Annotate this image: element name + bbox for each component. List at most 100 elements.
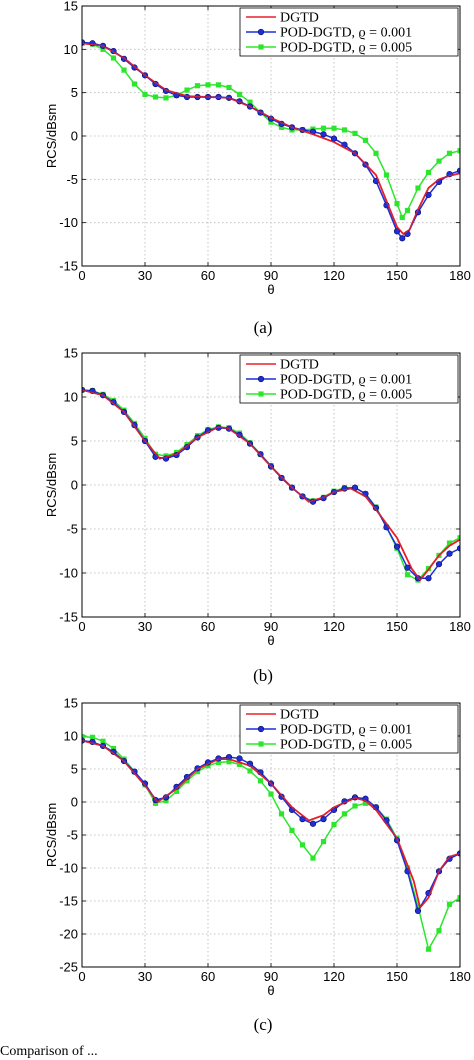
x-tick-label: 60 — [201, 619, 215, 634]
y-tick-label: 10 — [64, 729, 78, 744]
data-point-square — [215, 82, 222, 88]
data-point-square — [404, 865, 411, 871]
data-point-square — [341, 811, 348, 817]
chart-panel-b: 0 30 60 90 120 150 180-15-10-5051015DGTDPOD-DG… — [44, 346, 471, 686]
x-tick-label: 90 — [264, 969, 278, 984]
data-point-square — [331, 821, 337, 828]
legend-marker-square — [258, 391, 264, 397]
data-point-circle — [435, 561, 443, 568]
data-point-square — [457, 895, 460, 901]
data-point-circle — [399, 235, 406, 242]
data-point-circle — [393, 228, 401, 235]
data-point-square — [110, 55, 117, 61]
panel-label: (c) — [254, 1015, 273, 1034]
data-point-circle — [446, 550, 453, 557]
data-point-square — [425, 946, 432, 952]
legend-entry: POD-DGTD, ϱ = 0.001 — [280, 26, 412, 41]
x-tick-label: 30 — [138, 969, 152, 984]
x-tick-label: 150 — [386, 619, 408, 634]
plot-frame — [81, 352, 461, 618]
y-tick-label: 15 — [64, 346, 78, 361]
data-point-square — [415, 185, 421, 191]
data-point-square — [257, 778, 264, 784]
legend-entry: DGTD — [280, 358, 319, 373]
y-tick-label: -5 — [66, 828, 78, 843]
data-point-square — [268, 119, 274, 125]
data-point-square — [152, 94, 159, 100]
y-tick-label: -15 — [59, 259, 78, 274]
x-tick-label: 30 — [138, 619, 152, 634]
data-point-square — [236, 761, 243, 767]
data-point-square — [163, 95, 169, 101]
data-point-circle — [330, 135, 338, 142]
y-axis-label: RCS/dBsm — [44, 803, 59, 867]
x-tick-label: 120 — [323, 268, 345, 283]
data-point-square — [89, 734, 96, 740]
data-point-circle — [236, 755, 243, 762]
data-point-square — [446, 540, 453, 546]
data-point-square — [278, 124, 285, 130]
legend-marker-circle — [257, 28, 265, 36]
series-group — [82, 734, 460, 952]
data-point-square — [331, 125, 337, 131]
data-point-square — [110, 745, 117, 752]
data-point-square — [404, 572, 411, 578]
data-point-square — [289, 827, 295, 833]
y-tick-label: 0 — [71, 129, 78, 144]
series-group — [82, 39, 460, 242]
y-tick-label: 10 — [64, 390, 78, 405]
data-point-square — [100, 46, 106, 52]
data-point-square — [205, 82, 211, 88]
x-tick-label: 90 — [264, 619, 278, 634]
data-point-square — [215, 759, 222, 765]
y-axis-label: RCS/dBsm — [44, 453, 59, 517]
data-point-circle — [299, 816, 306, 823]
series-line-1 — [82, 739, 460, 913]
data-point-circle — [309, 820, 317, 827]
data-point-circle — [404, 564, 411, 571]
x-axis-label: θ — [267, 282, 274, 297]
data-point-square — [131, 81, 138, 87]
y-tick-label: 5 — [71, 434, 78, 449]
y-tick-label: -20 — [59, 927, 78, 942]
data-point-circle — [393, 543, 401, 550]
y-tick-label: 5 — [71, 762, 78, 777]
x-tick-label: 180 — [449, 619, 471, 634]
legend-entry: DGTD — [280, 11, 319, 26]
x-tick-label: 0 — [78, 268, 85, 283]
data-point-square — [236, 91, 243, 97]
data-point-square — [247, 99, 253, 105]
data-point-circle — [414, 907, 422, 915]
series-line-0-top — [82, 739, 460, 909]
legend-entry: POD-DGTD, ϱ = 0.001 — [280, 723, 412, 738]
x-tick-label: 150 — [386, 969, 408, 984]
data-point-square — [268, 791, 274, 797]
data-point-square — [278, 811, 285, 817]
y-tick-label: -10 — [59, 861, 78, 876]
data-point-square — [457, 535, 460, 541]
legend-marker-square — [258, 44, 264, 50]
x-tick-label: 180 — [449, 969, 471, 984]
data-point-square — [226, 84, 232, 91]
x-tick-label: 30 — [138, 268, 152, 283]
data-point-square — [415, 903, 421, 909]
data-point-square — [394, 201, 400, 207]
data-point-circle — [446, 855, 453, 862]
data-point-circle — [183, 444, 191, 451]
legend-marker-circle — [257, 375, 265, 383]
data-point-square — [352, 130, 358, 136]
data-point-square — [399, 214, 405, 221]
data-point-square — [457, 148, 460, 154]
legend-box — [239, 7, 459, 57]
data-point-square — [163, 798, 169, 804]
data-point-square — [194, 769, 201, 775]
data-point-square — [436, 158, 442, 164]
data-point-circle — [456, 167, 460, 174]
x-axis-label: θ — [267, 633, 274, 648]
panel-label: (a) — [254, 318, 273, 337]
data-point-circle — [320, 816, 327, 823]
y-tick-label: -15 — [59, 610, 78, 625]
data-point-square — [184, 778, 190, 784]
series-line-0-top — [82, 389, 460, 582]
